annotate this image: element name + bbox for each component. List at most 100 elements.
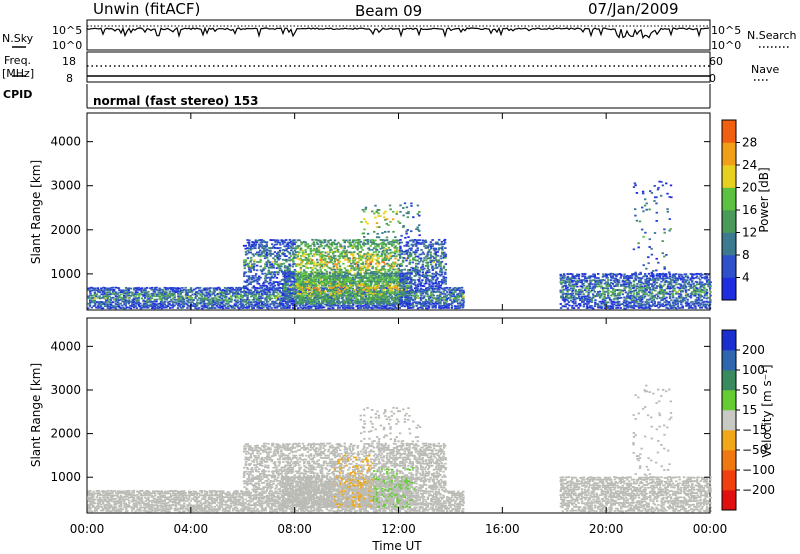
scatter-cell (251, 307, 254, 310)
scatter-cell (262, 285, 265, 287)
scatter-cell (365, 268, 368, 271)
scatter-cell (303, 271, 306, 273)
scatter-cell (225, 303, 228, 305)
scatter-cell (101, 291, 105, 293)
scatter-cell (303, 285, 306, 287)
scatter-cell (100, 303, 103, 306)
scatter-cell (335, 263, 338, 266)
scatter-cell (288, 274, 292, 277)
scatter-cell (319, 269, 322, 271)
scatter-cell (325, 279, 328, 281)
scatter-cell (419, 299, 423, 301)
scatter-cell (318, 304, 321, 307)
scatter-cell (286, 291, 290, 293)
scatter-cell (259, 249, 262, 252)
scatter-cell (278, 249, 282, 252)
scatter-cell (389, 267, 392, 269)
scatter-cell (314, 265, 317, 267)
scatter-cell (248, 239, 251, 242)
scatter-cell (312, 300, 316, 303)
scatter-cell (607, 294, 610, 297)
scatter-cell (239, 295, 242, 298)
scatter-cell (272, 289, 275, 292)
scatter-cell (220, 301, 223, 304)
scatter-cell (236, 306, 240, 309)
scatter-cell (327, 239, 330, 242)
scatter-cell (392, 261, 395, 264)
scatter-cell (346, 251, 350, 254)
scatter-cell (364, 253, 367, 255)
scatter-cell (413, 295, 416, 298)
scatter-cell (395, 241, 399, 244)
scatter-cell (324, 290, 327, 293)
scatter-cell (267, 276, 270, 279)
scatter-cell (251, 243, 254, 246)
scatter-cell (186, 304, 190, 307)
scatter-cell (249, 260, 252, 263)
scatter-cell (114, 300, 118, 303)
scatter-cell (282, 239, 285, 242)
scatter-cell (291, 251, 295, 254)
scatter-cell (371, 248, 374, 251)
scatter-cell (100, 301, 103, 303)
scatter-cell (350, 294, 353, 297)
scatter-cell (559, 307, 563, 309)
scatter-cell (232, 292, 235, 295)
scatter-cell (270, 271, 273, 274)
scatter-cell (350, 269, 353, 272)
scatter-cell (269, 281, 272, 284)
scatter-cell (137, 297, 140, 299)
scatter-cell (246, 302, 249, 305)
scatter-cell (429, 301, 432, 303)
scatter-cell (182, 298, 186, 301)
scatter-cell (253, 277, 256, 279)
scatter-cell (432, 259, 436, 262)
scatter-cell (311, 249, 314, 252)
scatter-cell (374, 262, 378, 265)
scatter-cell (375, 294, 379, 297)
scatter-cell (179, 289, 182, 292)
scatter-cell (228, 290, 232, 293)
scatter-cell (265, 256, 269, 259)
scatter-cell (406, 297, 409, 299)
scatter-cell (98, 302, 101, 305)
scatter-cell (215, 302, 218, 305)
scatter-cell (456, 287, 459, 290)
scatter-cell (311, 292, 314, 295)
scatter-cell (431, 267, 434, 269)
scatter-cell (431, 305, 434, 307)
scatter-cell (316, 291, 319, 294)
scatter-cell (451, 293, 454, 295)
scatter-cell (282, 275, 285, 278)
scatter-cell (413, 281, 417, 284)
scatter-cell (432, 297, 435, 300)
scatter-cell (308, 259, 311, 262)
scatter-cell (304, 259, 308, 261)
scatter-cell (380, 255, 384, 257)
scatter-cell (330, 297, 334, 299)
scatter-cell (340, 251, 343, 254)
scatter-cell (315, 253, 319, 256)
scatter-cell (134, 301, 137, 304)
scatter-cell (372, 247, 376, 250)
scatter-cell (222, 307, 225, 310)
scatter-cell (382, 305, 386, 308)
scatter-cell (317, 249, 321, 252)
scatter-cell (566, 281, 569, 283)
scatter-cell (411, 243, 414, 246)
scatter-cell (260, 270, 264, 273)
scatter-cell (300, 243, 303, 246)
scatter-cell (360, 269, 363, 271)
scatter-cell (275, 299, 278, 302)
scatter-cell (381, 277, 384, 279)
scatter-cell (206, 294, 209, 297)
scatter-cell (302, 301, 306, 303)
scatter-cell (393, 293, 397, 295)
scatter-cell (177, 295, 181, 298)
scatter-cell (247, 293, 251, 295)
scatter-cell (398, 300, 402, 303)
scatter-cell (343, 253, 346, 255)
scatter-cell (242, 244, 246, 247)
scatter-cell (355, 289, 358, 291)
scatter-cell (316, 249, 319, 252)
